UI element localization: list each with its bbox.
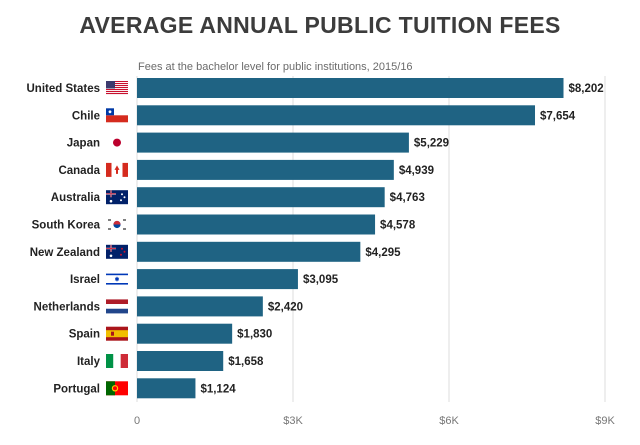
- value-label: $4,295: [365, 247, 401, 259]
- category-label: Spain: [69, 329, 100, 341]
- value-label: $1,124: [200, 383, 236, 395]
- bar: [137, 378, 196, 399]
- portugal-flag-icon: [106, 381, 128, 396]
- x-tick-label: $3K: [283, 415, 303, 427]
- category-label: United States: [27, 83, 101, 95]
- bar: [137, 296, 263, 317]
- bar: [137, 214, 376, 235]
- category-label: South Korea: [32, 220, 101, 232]
- bar: [137, 241, 361, 262]
- value-label: $4,939: [399, 165, 434, 177]
- value-label: $8,202: [569, 83, 604, 95]
- x-tick-label: $9K: [595, 415, 615, 427]
- new-zealand-flag-icon: [106, 244, 128, 259]
- bar: [137, 159, 394, 180]
- bar: [137, 187, 385, 208]
- value-label: $4,763: [390, 192, 425, 204]
- value-label: $2,420: [268, 301, 303, 313]
- japan-flag-icon: [106, 135, 128, 150]
- value-label: $3,095: [303, 274, 339, 286]
- israel-flag-icon: [106, 272, 128, 287]
- canada-flag-icon: [106, 162, 128, 177]
- category-label: Portugal: [53, 383, 100, 395]
- category-label: Italy: [77, 356, 101, 368]
- us-flag-icon: [106, 81, 128, 95]
- bar: [137, 351, 224, 371]
- bar: [137, 78, 564, 98]
- chart-title: AVERAGE ANNUAL PUBLIC TUITION FEES: [79, 12, 561, 38]
- chile-flag-icon: [106, 108, 128, 123]
- australia-flag-icon: [106, 190, 128, 205]
- category-label: Japan: [67, 138, 100, 150]
- bar: [137, 132, 409, 153]
- x-tick-label: $6K: [439, 415, 459, 427]
- bar: [137, 323, 233, 344]
- category-label: Canada: [58, 165, 100, 177]
- value-label: $7,654: [540, 110, 576, 122]
- chart-subtitle: Fees at the bachelor level for public in…: [138, 61, 413, 73]
- bar: [137, 105, 536, 126]
- category-label: Chile: [72, 110, 100, 122]
- category-label: Australia: [51, 192, 101, 204]
- x-tick-label: 0: [134, 415, 140, 427]
- bar: [137, 269, 298, 290]
- value-label: $1,658: [228, 356, 264, 368]
- value-label: $5,229: [414, 138, 449, 150]
- netherlands-flag-icon: [106, 299, 128, 314]
- spain-flag-icon: [106, 326, 128, 341]
- value-label: $4,578: [380, 220, 416, 232]
- value-label: $1,830: [237, 329, 272, 341]
- category-label: Israel: [70, 274, 100, 286]
- italy-flag-icon: [106, 354, 128, 368]
- category-label: Netherlands: [34, 301, 100, 313]
- south-korea-flag-icon: [106, 217, 128, 232]
- category-label: New Zealand: [30, 247, 100, 259]
